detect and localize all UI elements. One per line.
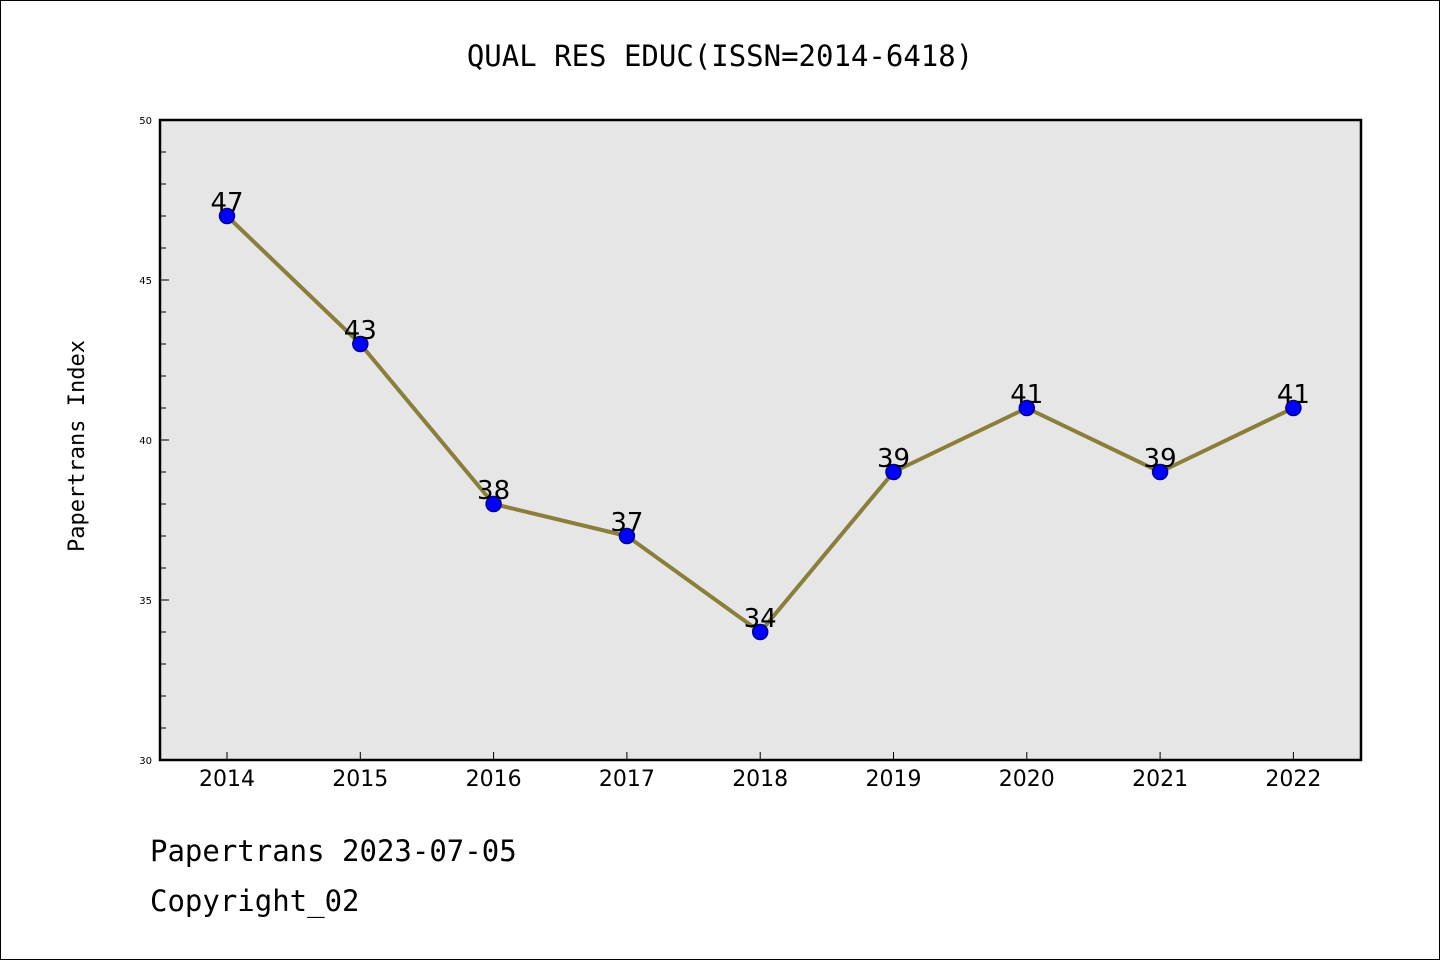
y-axis-ticks: 30 35 40 45 50 xyxy=(139,116,169,767)
chart-title: QUAL RES EDUC(ISSN=2014-6418) xyxy=(467,39,973,73)
data-label: 43 xyxy=(344,316,377,346)
data-point xyxy=(618,527,636,545)
x-tick-label: 2014 xyxy=(199,767,255,792)
y-tick-label: 50 xyxy=(139,116,152,127)
data-point xyxy=(1151,463,1169,481)
data-point xyxy=(218,207,236,225)
x-tick-label: 2022 xyxy=(1265,767,1321,792)
data-labels-group: 47 43 38 37 34 39 41 39 41 xyxy=(210,188,1309,634)
x-tick-label: 2019 xyxy=(866,767,922,792)
footer-copyright-text: Copyright_02 xyxy=(150,884,360,918)
data-point xyxy=(1285,399,1302,417)
data-point xyxy=(485,495,502,513)
y-axis-label: Papertrans Index xyxy=(65,340,90,552)
data-point xyxy=(885,463,902,481)
data-label: 41 xyxy=(1010,380,1043,410)
x-tick-label: 2018 xyxy=(732,767,788,792)
data-label: 41 xyxy=(1277,380,1310,410)
x-tick-label: 2015 xyxy=(332,767,388,792)
data-label: 39 xyxy=(1144,444,1177,474)
data-point xyxy=(1018,399,1036,417)
data-point xyxy=(352,335,369,353)
data-points-group xyxy=(218,207,1302,641)
y-tick-label: 30 xyxy=(139,756,152,767)
y-tick-label: 35 xyxy=(139,596,152,607)
x-tick-label: 2016 xyxy=(466,767,522,792)
data-point xyxy=(751,623,769,641)
footer-date-text: Papertrans 2023-07-05 xyxy=(150,834,517,868)
data-label: 47 xyxy=(210,188,243,218)
x-tick-label: 2021 xyxy=(1132,767,1188,792)
data-label: 39 xyxy=(877,444,910,474)
y-tick-label: 40 xyxy=(139,436,152,447)
x-tick-label: 2017 xyxy=(599,767,655,792)
data-label: 37 xyxy=(610,508,643,538)
x-tick-label: 2020 xyxy=(999,767,1055,792)
data-label: 38 xyxy=(477,476,510,506)
y-tick-label: 45 xyxy=(139,276,152,287)
plot-area xyxy=(158,118,1363,762)
data-label: 34 xyxy=(744,604,777,634)
x-axis-ticks: 2014 2015 2016 2017 2018 2019 2020 2021 2022 xyxy=(199,752,1321,792)
